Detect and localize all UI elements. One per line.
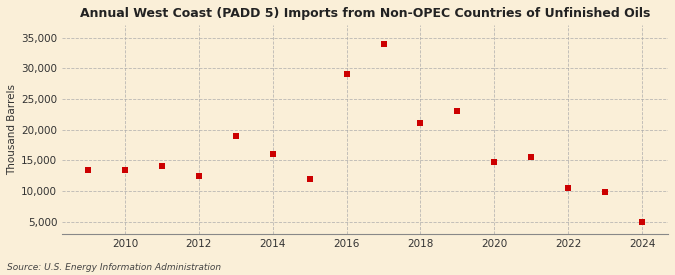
Point bbox=[119, 167, 130, 172]
Point bbox=[194, 174, 205, 178]
Point bbox=[415, 121, 426, 126]
Point bbox=[82, 167, 93, 172]
Point bbox=[230, 134, 241, 138]
Point bbox=[267, 152, 278, 156]
Point bbox=[157, 164, 167, 169]
Point bbox=[304, 177, 315, 181]
Y-axis label: Thousand Barrels: Thousand Barrels bbox=[7, 84, 17, 175]
Point bbox=[489, 159, 500, 164]
Point bbox=[341, 72, 352, 76]
Point bbox=[637, 219, 647, 224]
Title: Annual West Coast (PADD 5) Imports from Non-OPEC Countries of Unfinished Oils: Annual West Coast (PADD 5) Imports from … bbox=[80, 7, 650, 20]
Point bbox=[378, 42, 389, 46]
Point bbox=[600, 190, 611, 194]
Text: Source: U.S. Energy Information Administration: Source: U.S. Energy Information Administ… bbox=[7, 263, 221, 272]
Point bbox=[563, 186, 574, 190]
Point bbox=[526, 155, 537, 160]
Point bbox=[452, 109, 463, 113]
